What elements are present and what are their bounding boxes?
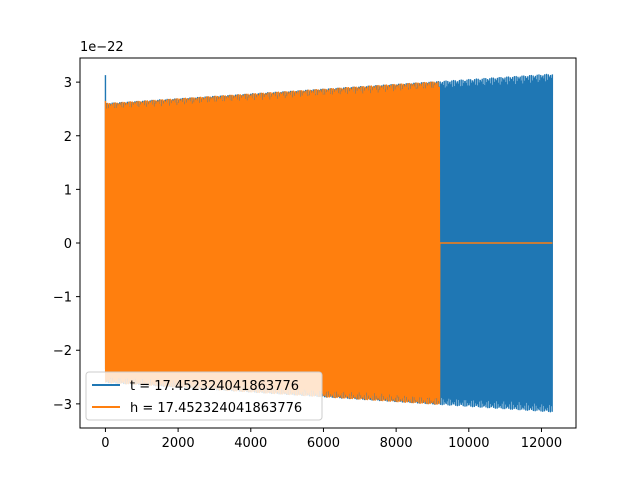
legend-label-t: t = 17.452324041863776 <box>130 379 299 394</box>
x-tick-label: 4000 <box>234 436 267 451</box>
y-tick-label: −3 <box>53 398 72 413</box>
y-offset-label: 1e−22 <box>80 40 124 55</box>
x-tick-label: 2000 <box>162 436 195 451</box>
legend-box <box>85 371 323 421</box>
x-tick-label: 0 <box>101 436 109 451</box>
series-layer <box>104 73 554 413</box>
legend-label-h: h = 17.452324041863776 <box>130 401 302 416</box>
y-tick-label: 3 <box>64 76 72 91</box>
y-axis: −3 −2 −1 0 1 2 3 <box>53 76 80 413</box>
y-tick-label: 2 <box>64 130 72 145</box>
y-tick-label: 0 <box>64 237 72 252</box>
series-line-h <box>104 81 553 405</box>
x-axis: 0 2000 4000 6000 8000 10000 12000 <box>101 428 562 451</box>
y-tick-label: −2 <box>53 344 72 359</box>
x-tick-label: 12000 <box>521 436 562 451</box>
y-tick-label: 1 <box>64 183 72 198</box>
legend: t = 17.452324041863776 h = 17.4523240418… <box>85 371 323 421</box>
x-tick-label: 6000 <box>307 436 340 451</box>
x-tick-label: 10000 <box>448 436 489 451</box>
x-tick-label: 8000 <box>380 436 413 451</box>
y-tick-label: −1 <box>53 291 72 306</box>
